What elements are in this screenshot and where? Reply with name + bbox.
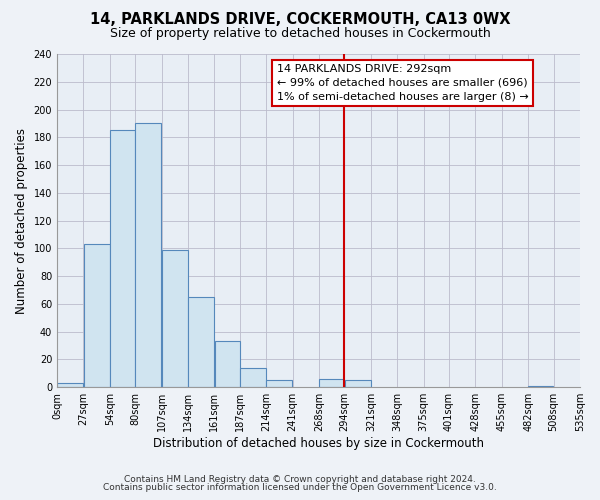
Text: 14 PARKLANDS DRIVE: 292sqm
← 99% of detached houses are smaller (696)
1% of semi: 14 PARKLANDS DRIVE: 292sqm ← 99% of deta… — [277, 64, 529, 102]
Text: Contains public sector information licensed under the Open Government Licence v3: Contains public sector information licen… — [103, 484, 497, 492]
Bar — [57, 383, 83, 387]
Bar — [83, 244, 110, 387]
Text: Contains HM Land Registry data © Crown copyright and database right 2024.: Contains HM Land Registry data © Crown c… — [124, 475, 476, 484]
Bar — [162, 250, 188, 387]
Bar — [215, 342, 239, 387]
Bar — [529, 386, 553, 387]
Bar — [240, 368, 266, 387]
Text: 14, PARKLANDS DRIVE, COCKERMOUTH, CA13 0WX: 14, PARKLANDS DRIVE, COCKERMOUTH, CA13 0… — [90, 12, 510, 28]
Bar — [319, 379, 344, 387]
Bar — [266, 380, 292, 387]
X-axis label: Distribution of detached houses by size in Cockermouth: Distribution of detached houses by size … — [153, 437, 484, 450]
Text: Size of property relative to detached houses in Cockermouth: Size of property relative to detached ho… — [110, 28, 490, 40]
Bar — [188, 297, 214, 387]
Bar — [344, 380, 371, 387]
Bar — [110, 130, 135, 387]
Y-axis label: Number of detached properties: Number of detached properties — [15, 128, 28, 314]
Bar — [136, 124, 161, 387]
